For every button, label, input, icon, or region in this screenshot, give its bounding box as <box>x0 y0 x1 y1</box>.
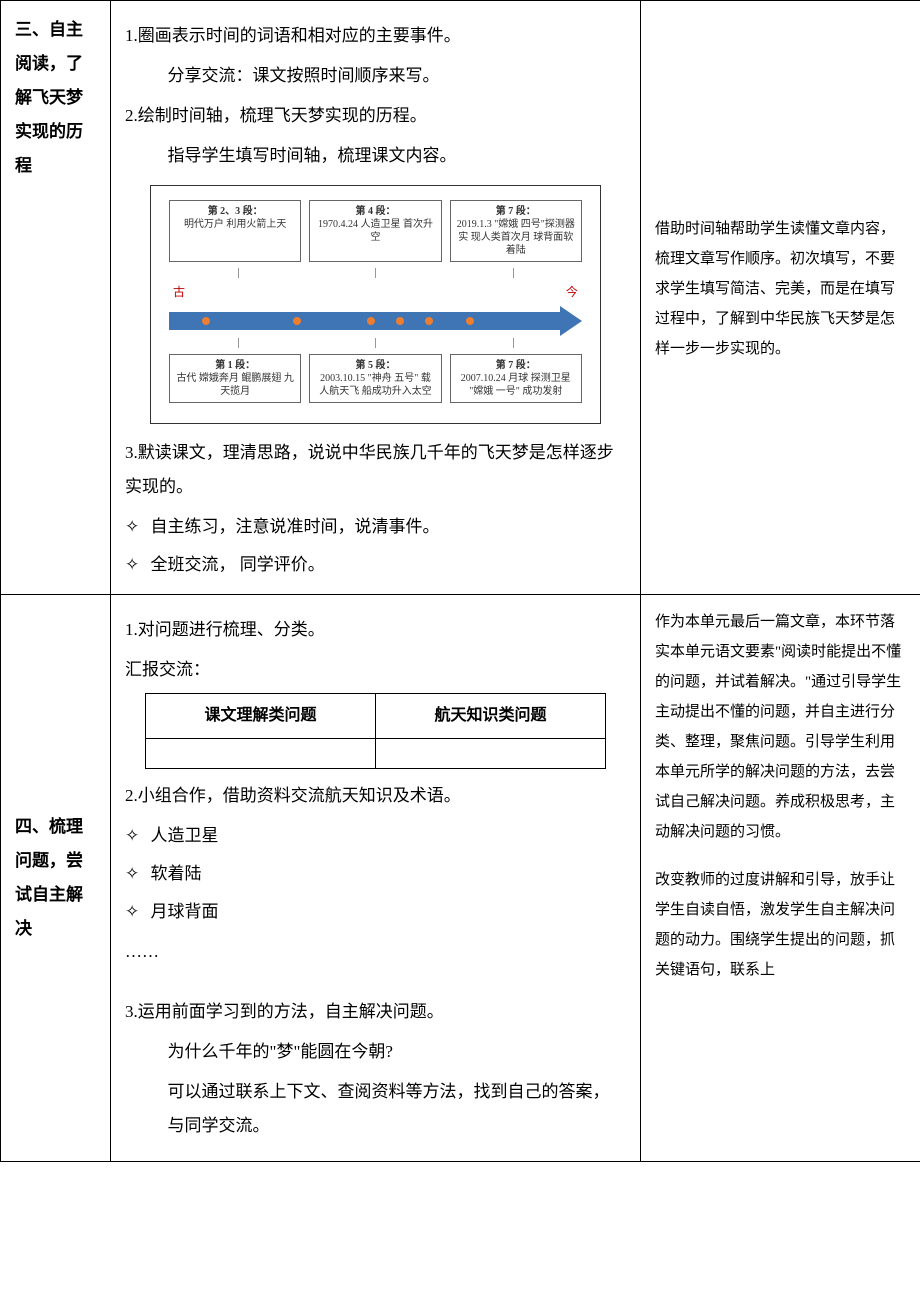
rationale-text: 借助时间轴帮助学生读懂文章内容，梳理文章写作顺序。初次填写，不要求学生填写简洁、… <box>655 214 906 364</box>
section3-rationale: 借助时间轴帮助学生读懂文章内容，梳理文章写作顺序。初次填写，不要求学生填写简洁、… <box>641 1 920 595</box>
node-head: 第 1 段： <box>176 359 294 372</box>
arrow-head-icon <box>560 306 582 336</box>
timeline-node: 第 1 段： 古代 嫦娥奔月 鲲鹏展翅 九天揽月 <box>169 354 301 403</box>
bullet-text: 全班交流， 同学评价。 <box>151 548 627 582</box>
table-row: 课文理解类问题 航天知识类问题 <box>146 694 606 739</box>
node-head: 第 7 段： <box>457 205 575 218</box>
diamond-bullet-icon: ✧ <box>125 895 151 929</box>
ellipsis: …… <box>125 935 626 969</box>
timeline-bottom-boxes: 第 1 段： 古代 嫦娥奔月 鲲鹏展翅 九天揽月 第 5 段： 2003.10.… <box>169 354 582 403</box>
timeline-node: 第 4 段： 1970.4.24 人造卫星 首次升空 <box>309 200 441 262</box>
bullet-item: ✧ 软着陆 <box>125 857 626 891</box>
node-text: 古代 嫦娥奔月 鲲鹏展翅 九天揽月 <box>176 373 294 397</box>
activity-subitem: 为什么千年的"梦"能圆在今朝? <box>125 1035 626 1069</box>
node-head: 第 2、3 段： <box>176 205 294 218</box>
table-row: 三、自主阅读，了解飞天梦实现的历程 1.圈画表示时间的词语和相对应的主要事件。 … <box>1 1 920 595</box>
diamond-bullet-icon: ✧ <box>125 548 151 582</box>
arrow-body <box>169 312 562 330</box>
rationale-text: 改变教师的过度讲解和引导，放手让学生自读自悟，激发学生自主解决问题的动力。围绕学… <box>655 865 906 985</box>
timeline-node: 第 5 段： 2003.10.15 "神舟 五号" 载人航天飞 船成功升入太空 <box>309 354 441 403</box>
bullet-text: 软着陆 <box>151 857 627 891</box>
activity-item: 3.运用前面学习到的方法，自主解决问题。 <box>125 995 626 1029</box>
node-head: 第 5 段： <box>316 359 434 372</box>
timeline-dot <box>425 317 433 325</box>
lesson-plan-page: 三、自主阅读，了解飞天梦实现的历程 1.圈画表示时间的词语和相对应的主要事件。 … <box>0 0 920 1162</box>
rationale-text: 作为本单元最后一篇文章，本环节落实本单元语文要素"阅读时能提出不懂的问题，并试着… <box>655 607 906 847</box>
activity-subitem: 汇报交流： <box>125 653 626 687</box>
timeline-diagram: 第 2、3 段： 明代万户 利用火箭上天 第 4 段： 1970.4.24 人造… <box>150 185 601 424</box>
activity-item: 3.默读课文，理清思路，说说中华民族几千年的飞天梦是怎样逐步实现的。 <box>125 436 626 504</box>
section4-rationale: 作为本单元最后一篇文章，本环节落实本单元语文要素"阅读时能提出不懂的问题，并试着… <box>641 595 920 1162</box>
timeline-node: 第 7 段： 2007.10.24 月球 探测卫星 "嫦娥 一号" 成功发射 <box>450 354 582 403</box>
section-title-text: 四、梳理问题，尝试自主解决 <box>15 817 83 938</box>
node-text: 明代万户 利用火箭上天 <box>184 219 287 230</box>
section3-activities: 1.圈画表示时间的词语和相对应的主要事件。 分享交流：课文按照时间顺序来写。 2… <box>111 1 641 595</box>
section-heading-3: 三、自主阅读，了解飞天梦实现的历程 <box>1 1 111 595</box>
question-category-table: 课文理解类问题 航天知识类问题 <box>145 693 606 769</box>
node-text: 2007.10.24 月球 探测卫星 "嫦娥 一号" 成功发射 <box>461 373 571 397</box>
timeline-node: 第 2、3 段： 明代万户 利用火箭上天 <box>169 200 301 262</box>
node-head: 第 7 段： <box>457 359 575 372</box>
bullet-item: ✧ 全班交流， 同学评价。 <box>125 548 626 582</box>
timeline-arrow <box>169 306 582 336</box>
activity-item: 1.对问题进行梳理、分类。 <box>125 613 626 647</box>
timeline-node: 第 7 段： 2019.1.3 "嫦娥 四号"探测器实 现人类首次月 球背面软着… <box>450 200 582 262</box>
bullet-text: 人造卫星 <box>151 819 627 853</box>
timeline-dot <box>293 317 301 325</box>
column-header: 课文理解类问题 <box>146 694 376 739</box>
node-text: 2003.10.15 "神舟 五号" 载人航天飞 船成功升入太空 <box>319 373 432 397</box>
bullet-text: 自主练习，注意说准时间，说清事件。 <box>151 510 627 544</box>
bullet-item: ✧ 月球背面 <box>125 895 626 929</box>
section4-activities: 1.对问题进行梳理、分类。 汇报交流： 课文理解类问题 航天知识类问题 2.小组… <box>111 595 641 1162</box>
bullet-text: 月球背面 <box>151 895 627 929</box>
timeline-label-right: 今 <box>566 280 578 304</box>
timeline-top-boxes: 第 2、3 段： 明代万户 利用火箭上天 第 4 段： 1970.4.24 人造… <box>169 200 582 262</box>
empty-cell <box>146 739 376 769</box>
lesson-plan-table: 三、自主阅读，了解飞天梦实现的历程 1.圈画表示时间的词语和相对应的主要事件。 … <box>0 0 920 1162</box>
section-title-text: 三、自主阅读，了解飞天梦实现的历程 <box>15 20 83 175</box>
node-head: 第 4 段： <box>316 205 434 218</box>
activity-subitem: 分享交流：课文按照时间顺序来写。 <box>125 59 626 93</box>
bullet-item: ✧ 自主练习，注意说准时间，说清事件。 <box>125 510 626 544</box>
bullet-item: ✧ 人造卫星 <box>125 819 626 853</box>
table-row <box>146 739 606 769</box>
activity-subitem: 可以通过联系上下文、查阅资料等方法，找到自己的答案，与同学交流。 <box>125 1075 626 1143</box>
diamond-bullet-icon: ✧ <box>125 857 151 891</box>
diamond-bullet-icon: ✧ <box>125 819 151 853</box>
node-text: 1970.4.24 人造卫星 首次升空 <box>318 219 433 243</box>
empty-cell <box>376 739 606 769</box>
node-text: 2019.1.3 "嫦娥 四号"探测器实 现人类首次月 球背面软着陆 <box>457 219 575 256</box>
timeline-label-left: 古 <box>173 280 185 304</box>
activity-item: 2.小组合作，借助资料交流航天知识及术语。 <box>125 779 626 813</box>
section-heading-4: 四、梳理问题，尝试自主解决 <box>1 595 111 1162</box>
activity-item: 1.圈画表示时间的词语和相对应的主要事件。 <box>125 19 626 53</box>
timeline-end-labels: 古 今 <box>173 280 578 304</box>
diamond-bullet-icon: ✧ <box>125 510 151 544</box>
activity-item: 2.绘制时间轴，梳理飞天梦实现的历程。 <box>125 99 626 133</box>
table-row: 四、梳理问题，尝试自主解决 1.对问题进行梳理、分类。 汇报交流： 课文理解类问… <box>1 595 920 1162</box>
activity-subitem: 指导学生填写时间轴，梳理课文内容。 <box>125 139 626 173</box>
column-header: 航天知识类问题 <box>376 694 606 739</box>
